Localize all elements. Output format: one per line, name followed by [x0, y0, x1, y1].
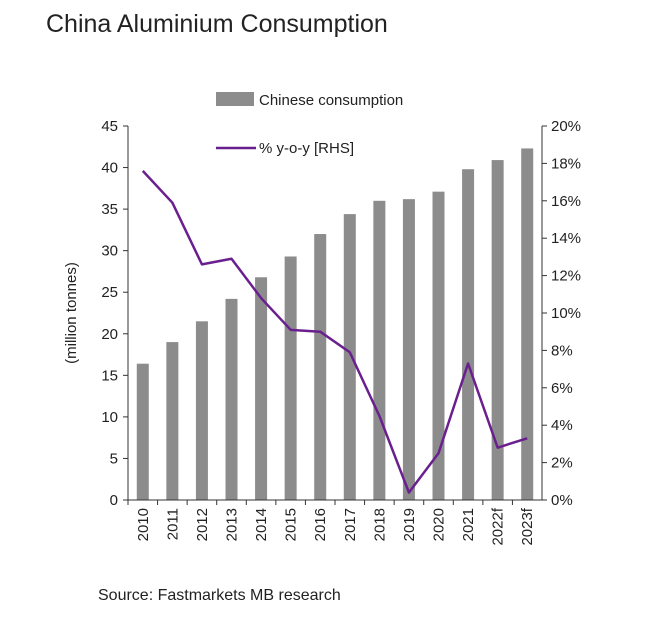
bar-2018 — [373, 200, 386, 501]
left-tick-label: 5 — [110, 450, 118, 467]
right-tick-label: 18% — [551, 155, 581, 172]
left-tick-label: 25 — [101, 284, 118, 301]
x-tick-label: 2013 — [224, 508, 241, 541]
x-tick-label: 2015 — [283, 508, 300, 541]
left-tick-label: 45 — [101, 118, 118, 135]
x-tick-label: 2017 — [342, 508, 359, 541]
axes — [123, 125, 547, 505]
right-tick-label: 12% — [551, 268, 581, 285]
right-tick-label: 16% — [551, 193, 581, 210]
x-tick-label: 2018 — [371, 508, 388, 541]
bar-2013 — [225, 298, 238, 500]
bar-2019 — [402, 199, 415, 501]
right-tick-label: 2% — [551, 455, 573, 472]
x-tick-label: 2012 — [194, 508, 211, 541]
right-tick-label: 8% — [551, 342, 573, 359]
right-tick-label: 6% — [551, 380, 573, 397]
left-tick-label: 20 — [101, 326, 118, 343]
left-tick-label: 10 — [101, 409, 118, 426]
legend-bar-swatch — [216, 92, 254, 106]
x-tick-label: 2021 — [460, 508, 477, 541]
x-tick-label: 2019 — [401, 508, 418, 541]
bar-2023f — [521, 148, 534, 500]
source-note: Source: Fastmarkets MB research — [98, 587, 341, 604]
left-tick-label: 40 — [101, 160, 118, 177]
x-tick-label: 2022f — [490, 507, 507, 545]
x-tick-label: 2011 — [164, 508, 181, 540]
x-tick-label: 2014 — [253, 508, 270, 541]
right-tick-label: 0% — [551, 492, 573, 509]
yoy-line — [141, 170, 528, 494]
x-tick-label: 2016 — [312, 508, 329, 541]
right-tick-label: 20% — [551, 118, 581, 135]
x-tick-label: 2010 — [135, 508, 152, 541]
left-tick-label: 15 — [101, 367, 118, 384]
left-tick-label: 0 — [110, 492, 118, 509]
line-series — [141, 170, 528, 494]
x-tick-label: 2020 — [431, 508, 448, 541]
bar-2022f — [491, 160, 504, 500]
right-tick-label: 4% — [551, 417, 573, 434]
bar-2011 — [166, 342, 179, 500]
legend: Chinese consumption % y-o-y [RHS] — [216, 92, 403, 157]
left-tick-label: 30 — [101, 243, 118, 260]
bar-2015 — [284, 256, 297, 500]
bar-2016 — [314, 234, 327, 501]
bar-2014 — [255, 277, 268, 500]
tick-labels: 0 5 10 15 20 25 30 35 40 45 0% 2% 4% 6% 8% 10% 12% 14% 16%… — [63, 118, 581, 546]
x-tick-label: 2023f — [519, 507, 536, 545]
legend-bar-label: Chinese consumption — [259, 92, 403, 109]
bar-2020 — [432, 191, 445, 500]
right-tick-label: 14% — [551, 230, 581, 247]
bar-2012 — [195, 321, 208, 500]
chart-title: China Aluminium Consumption — [46, 10, 388, 38]
right-tick-label: 10% — [551, 305, 581, 322]
bar-2017 — [343, 214, 356, 500]
bar-series — [136, 148, 534, 501]
y-axis-title: (million tonnes) — [63, 262, 80, 364]
bar-2010 — [136, 363, 149, 500]
legend-line-label: % y-o-y [RHS] — [259, 140, 354, 157]
bar-2021 — [462, 169, 475, 500]
left-tick-label: 35 — [101, 201, 118, 218]
